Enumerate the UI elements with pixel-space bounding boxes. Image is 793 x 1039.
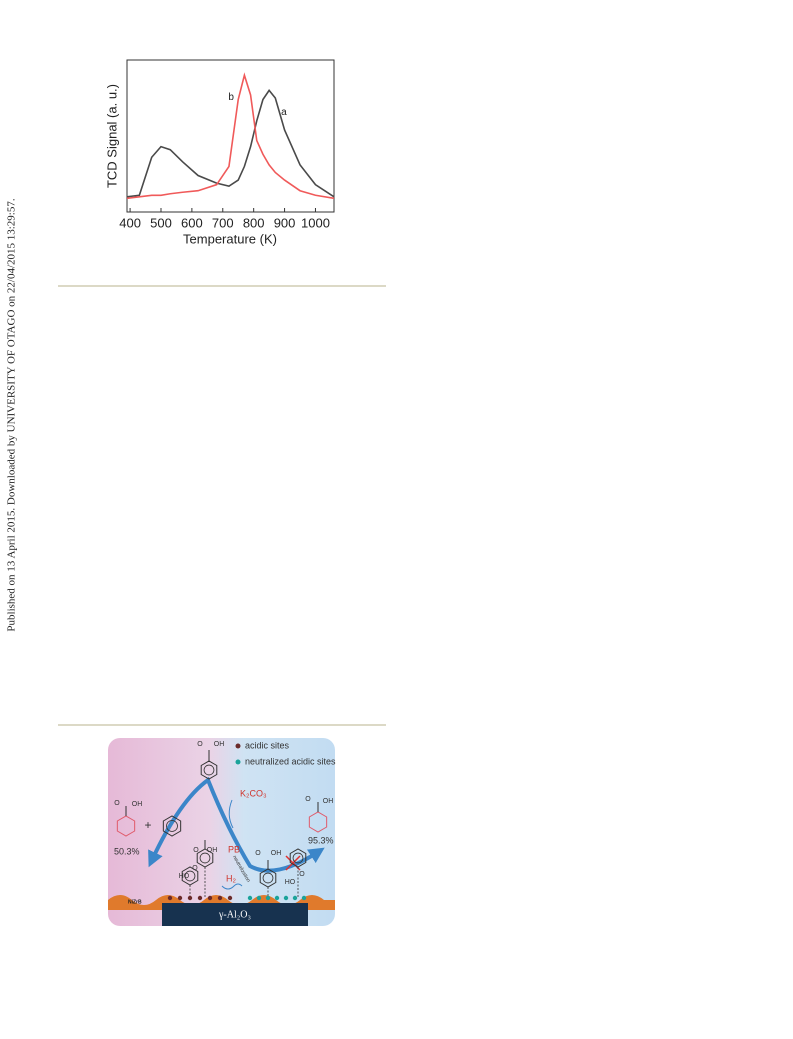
x-tick-label: 900 (274, 215, 296, 230)
ring-inner (262, 872, 274, 884)
reagent-label: K₂CO₃ (240, 788, 267, 798)
acidic-site (217, 895, 223, 901)
series-label: a (281, 107, 287, 118)
ring-inner (199, 852, 211, 864)
x-tick-label: 600 (181, 215, 203, 230)
ring (200, 760, 218, 780)
reagent-arrow (228, 799, 234, 829)
neutral-site (247, 895, 253, 901)
neutral-site (256, 895, 262, 901)
x-axis-label: Temperature (K) (183, 231, 277, 246)
graphic-background (108, 738, 335, 926)
pb-label: PB (228, 844, 240, 854)
atom-label: OH (323, 798, 334, 805)
ring (116, 815, 136, 837)
atom-label: OH (214, 741, 225, 748)
atom-label: O (299, 871, 305, 878)
acidic-site (177, 895, 183, 901)
series-line (126, 72, 335, 200)
h2-label: H₂ (226, 873, 236, 883)
neutral-site (292, 895, 298, 901)
ring-inner (184, 870, 196, 882)
support-bar (162, 903, 308, 926)
atom-label: O (305, 796, 311, 803)
atom-label: OH (271, 850, 282, 857)
series-label: b (228, 92, 234, 103)
acidic-site (207, 895, 213, 901)
atom-label: O (114, 800, 120, 807)
support-label: γ-Al₂O₃ (218, 909, 251, 920)
atom-label: O (193, 847, 199, 854)
catalyst-label: NiZrB (128, 899, 142, 905)
graphic-abstract: γ-Al₂O₃ acidic sites neutralized acidic … (108, 738, 336, 926)
acidic-site (197, 895, 203, 901)
atom-label: O (192, 865, 198, 872)
neutral-site (265, 895, 271, 901)
atom-label: O (197, 741, 203, 748)
ring-inner (292, 852, 304, 864)
neutral-site (301, 895, 307, 901)
neutral-site (274, 895, 280, 901)
side-note: Published on 13 April 2015. Downloaded b… (6, 198, 18, 631)
atom-label: OH (207, 847, 218, 854)
series-line (126, 89, 335, 198)
x-tick-label: 800 (243, 215, 265, 230)
energy-arrow (148, 776, 325, 873)
ring (308, 811, 328, 833)
x-tick-label: 1000 (301, 215, 330, 230)
atom-label: O (255, 850, 261, 857)
acidic-site (167, 895, 173, 901)
y-axis-label: TCD Signal (a. u.) (104, 84, 119, 188)
neutral-dot (235, 759, 241, 765)
neutral-site (283, 895, 289, 901)
atom-label: HO (179, 873, 190, 880)
x-tick-label: 500 (150, 215, 172, 230)
h2-arrow (221, 883, 243, 890)
x-tick-label: 400 (119, 215, 141, 230)
atom-label: HO (285, 879, 296, 886)
legend-label: neutralized acidic sites (245, 756, 336, 766)
acidic-dot (235, 743, 241, 749)
ring (162, 815, 182, 837)
plot-frame (126, 59, 335, 213)
yield-label: 50.3% (114, 846, 140, 856)
plus-sign: + (144, 818, 151, 832)
yield-label: 95.3% (308, 835, 334, 845)
acidic-site (227, 895, 233, 901)
legend-label: acidic sites (245, 740, 290, 750)
ring-inner (203, 764, 215, 776)
acidic-site (187, 895, 193, 901)
ring-inner (166, 820, 178, 832)
tpd-chart: TCD Signal (a. u.) Temperature (K) 400 50… (104, 59, 335, 246)
atom-label: OH (132, 801, 143, 808)
x-tick-label: 700 (212, 215, 234, 230)
